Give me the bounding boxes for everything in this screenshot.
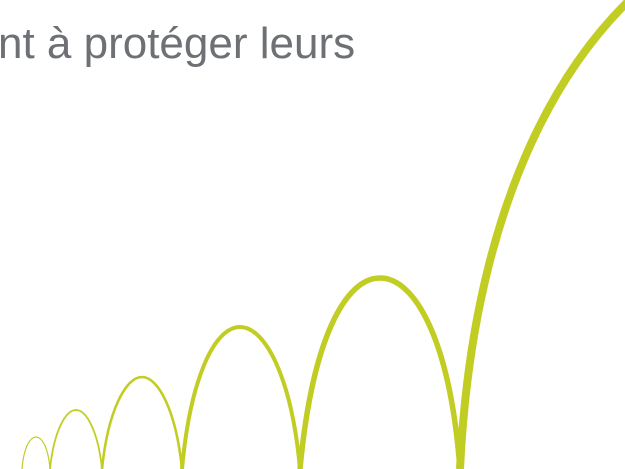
arc-3 [100,375,184,469]
arc-1 [21,436,51,469]
arc-2 [49,409,103,469]
slide-heading: nt à protéger leurs [0,19,356,68]
arc-6 [456,0,625,469]
arc-4 [180,324,302,469]
arc-5 [297,275,463,469]
